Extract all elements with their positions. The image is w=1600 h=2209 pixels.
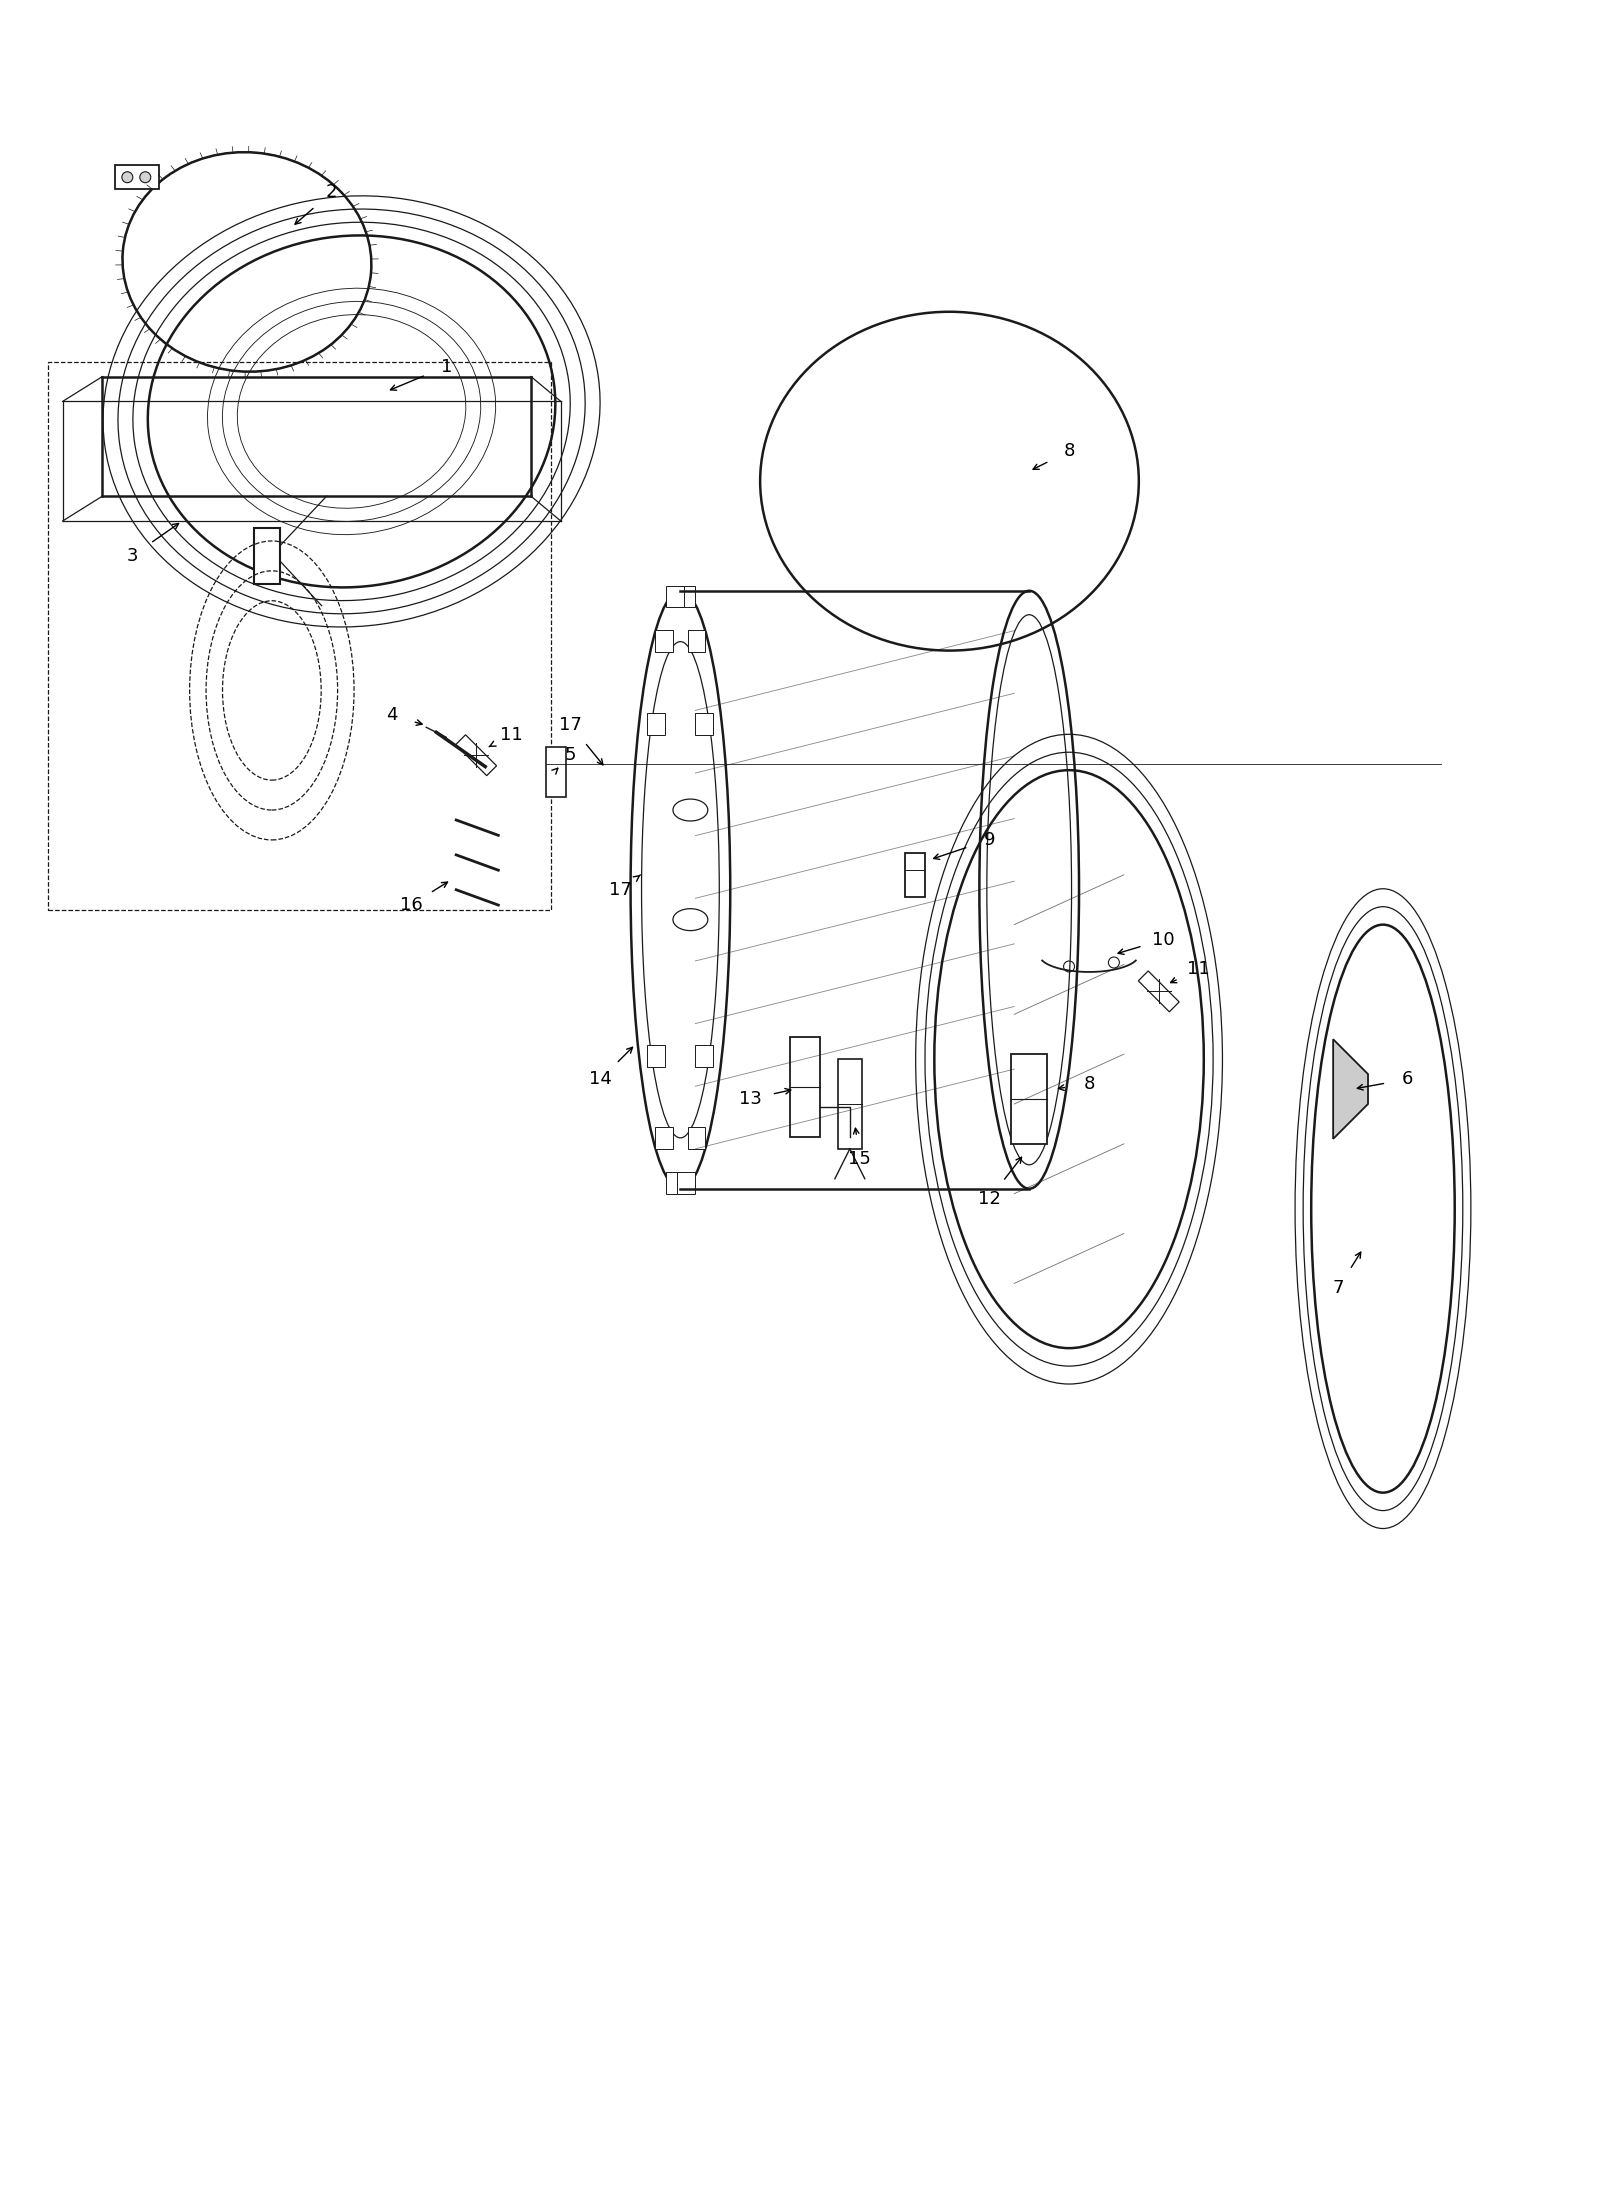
Text: 13: 13 <box>739 1089 762 1109</box>
Bar <box>904 853 925 897</box>
Bar <box>656 630 674 652</box>
Text: 1: 1 <box>440 358 451 376</box>
Text: 12: 12 <box>978 1191 1000 1208</box>
Bar <box>1138 972 1179 1012</box>
Circle shape <box>139 172 150 183</box>
Text: 8: 8 <box>1083 1076 1094 1093</box>
Bar <box>688 630 706 652</box>
Bar <box>666 585 683 607</box>
Text: 7: 7 <box>1333 1279 1344 1297</box>
Text: 8: 8 <box>1064 442 1075 459</box>
Text: 15: 15 <box>848 1151 872 1169</box>
Text: 4: 4 <box>386 707 397 725</box>
Polygon shape <box>1333 1038 1368 1140</box>
Text: 9: 9 <box>984 831 995 848</box>
Bar <box>115 166 160 190</box>
Text: 3: 3 <box>126 548 138 566</box>
Text: 17: 17 <box>560 716 582 733</box>
Bar <box>696 714 714 736</box>
Bar <box>546 747 566 797</box>
Bar <box>1011 1054 1046 1144</box>
Text: 6: 6 <box>1402 1069 1413 1089</box>
Text: 16: 16 <box>400 895 422 915</box>
Circle shape <box>122 172 133 183</box>
Bar <box>254 528 280 583</box>
Text: 10: 10 <box>1152 930 1174 948</box>
Bar <box>656 1127 674 1149</box>
Text: 11: 11 <box>1187 961 1210 979</box>
Bar <box>666 1173 683 1193</box>
Text: 2: 2 <box>326 183 338 201</box>
Text: 17: 17 <box>610 881 632 899</box>
Bar <box>648 1045 666 1067</box>
Text: 5: 5 <box>565 747 576 764</box>
Text: 14: 14 <box>589 1069 613 1089</box>
Bar <box>838 1058 862 1149</box>
Bar <box>790 1038 819 1138</box>
Bar <box>688 1127 706 1149</box>
Bar <box>677 1173 694 1193</box>
Bar <box>648 714 666 736</box>
Bar <box>456 736 496 775</box>
Text: 11: 11 <box>499 727 522 744</box>
Bar <box>677 585 694 607</box>
Bar <box>696 1045 714 1067</box>
